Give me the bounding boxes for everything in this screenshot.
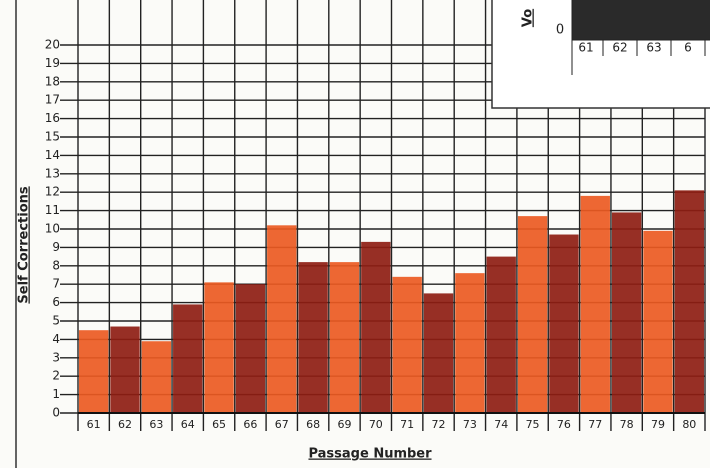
x-tick-label: 78 [620, 418, 634, 431]
bar [487, 257, 516, 413]
inset-y-tick: 0 [556, 23, 564, 38]
bar [267, 225, 296, 413]
y-tick-label: 13 [45, 166, 60, 180]
x-tick-label: 61 [87, 418, 101, 431]
y-tick-label: 19 [45, 56, 60, 70]
chart: Passage Number Self Corrections 01234567… [0, 0, 710, 468]
y-tick-label: 6 [52, 295, 60, 309]
x-tick-label: 67 [275, 418, 289, 431]
y-tick-label: 12 [45, 185, 60, 199]
x-tick-label: 74 [494, 418, 508, 431]
inset-bar [572, 0, 710, 40]
x-tick-label: 76 [557, 418, 571, 431]
bar [236, 284, 265, 413]
inset-x-tick-label: 62 [612, 41, 627, 55]
x-tick-label: 64 [181, 418, 195, 431]
inset: Vo 0 61 62 63 6 [492, 0, 710, 108]
y-tick-label: 18 [45, 74, 60, 88]
inset-y-label: Vo [521, 9, 536, 27]
y-tick-label: 2 [52, 369, 60, 383]
y-tick-label: 16 [45, 111, 60, 125]
bar [142, 341, 171, 413]
x-tick-label: 66 [243, 418, 257, 431]
y-tick-label: 10 [45, 222, 60, 236]
x-tick-label: 72 [432, 418, 446, 431]
y-tick-label: 4 [52, 332, 60, 346]
inset-x-tick-label: 6 [684, 41, 692, 55]
bar [110, 327, 139, 413]
y-axis-label: Self Corrections [17, 186, 32, 303]
x-tick-label: 69 [337, 418, 351, 431]
y-tick-label: 3 [52, 350, 60, 364]
bar [173, 304, 202, 413]
inset-x-tick-label: 63 [646, 41, 661, 55]
y-tick-label: 14 [45, 148, 60, 162]
y-tick-label: 15 [45, 130, 60, 144]
x-tick-label: 80 [682, 418, 696, 431]
bar [298, 262, 327, 413]
bar [643, 231, 672, 413]
bar [79, 330, 108, 413]
x-tick-label: 71 [400, 418, 414, 431]
y-tick-label: 8 [52, 258, 60, 272]
bar [204, 282, 233, 413]
x-tick-label: 65 [212, 418, 226, 431]
x-axis-label: Passage Number [308, 447, 432, 462]
x-tick-label: 77 [588, 418, 602, 431]
bar [518, 216, 547, 413]
x-tick-label: 68 [306, 418, 320, 431]
y-tick-label: 5 [52, 314, 60, 328]
y-tick-label: 0 [52, 406, 60, 420]
bar [612, 212, 641, 413]
inset-x-tick-label: 61 [578, 41, 593, 55]
y-tick-label: 9 [52, 240, 60, 254]
y-tick-label: 17 [45, 93, 60, 107]
bar [361, 242, 390, 413]
bar [455, 273, 484, 413]
bar [393, 277, 422, 413]
y-tick-label: 7 [52, 277, 60, 291]
bar [675, 190, 704, 413]
bar [549, 235, 578, 413]
bar [330, 262, 359, 413]
bar [581, 196, 610, 413]
x-tick-label: 63 [149, 418, 163, 431]
x-tick-label: 79 [651, 418, 665, 431]
y-tick-label: 1 [52, 387, 60, 401]
x-tick-label: 62 [118, 418, 132, 431]
x-tick-label: 73 [463, 418, 477, 431]
y-tick-label: 11 [45, 203, 60, 217]
x-tick-label: 75 [526, 418, 540, 431]
y-tick-label: 20 [45, 38, 60, 52]
x-tick-label: 70 [369, 418, 383, 431]
bar [424, 293, 453, 413]
